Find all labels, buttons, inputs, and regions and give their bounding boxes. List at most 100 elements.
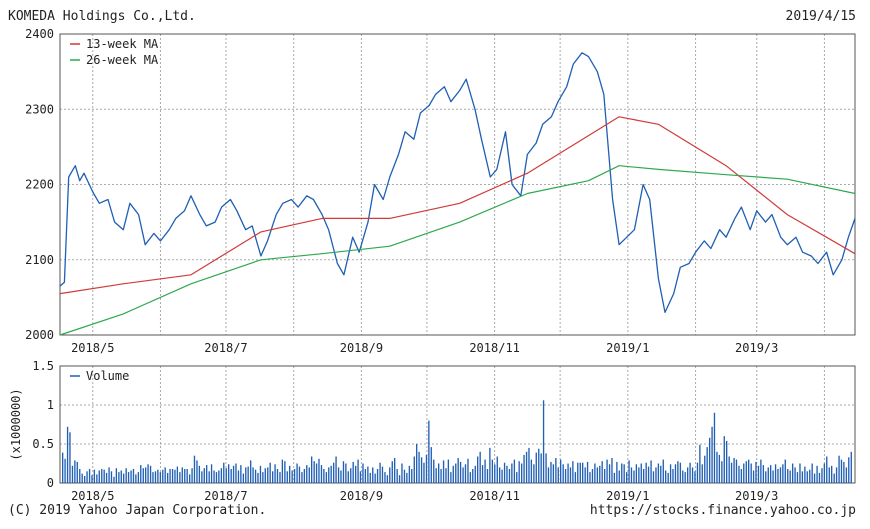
volume-bar [716, 451, 718, 483]
company-name: KOMEDA Holdings Co.,Ltd. [8, 9, 196, 24]
volume-y-tick-label: 1.5 [32, 359, 54, 373]
volume-bar [240, 465, 242, 483]
source-url[interactable]: https://stocks.finance.yahoo.co.jp [589, 503, 856, 518]
volume-bar [381, 466, 384, 483]
volume-bar [833, 473, 835, 483]
volume-bar [660, 465, 662, 483]
volume-bar [706, 447, 708, 483]
volume-bar [726, 440, 728, 483]
volume-bar [489, 447, 491, 483]
volume-bar [208, 471, 210, 483]
volume-bar [831, 465, 833, 483]
volume-bar [352, 461, 354, 483]
volume-bar [337, 467, 340, 483]
volume-bar [164, 467, 166, 483]
volume-bar [179, 472, 181, 483]
volume-bar [137, 472, 140, 483]
volume-y-tick-label: 0 [47, 476, 54, 490]
volume-bar [313, 461, 315, 483]
price-frame [59, 33, 856, 336]
volume-bar [274, 464, 276, 483]
volume-bar [711, 426, 713, 483]
volume-bar [416, 444, 418, 483]
volume-bar [838, 455, 840, 483]
volume-bar [621, 463, 623, 483]
volume-bar [64, 458, 66, 483]
volume-bar [738, 465, 740, 483]
volume-bar [630, 467, 633, 483]
volume-bar [398, 475, 401, 483]
volume-bar [264, 468, 266, 483]
volume-bar [93, 469, 96, 483]
volume-bar [198, 465, 201, 483]
volume-bar [76, 461, 78, 483]
volume-bar [591, 469, 594, 483]
volume-bar [477, 456, 479, 483]
volume-bar [445, 468, 447, 483]
volume-x-tick-label: 2018/5 [71, 489, 114, 503]
price-y-tick-label: 2100 [25, 253, 54, 267]
volume-bar [132, 469, 135, 483]
volume-bar [564, 469, 567, 483]
volume-bar [408, 465, 411, 483]
volume-bar [62, 452, 64, 483]
volume-bar [540, 453, 542, 483]
volume-bar [269, 462, 271, 483]
volume-bar [176, 466, 179, 483]
volume-bar [633, 470, 635, 483]
volume-bar [733, 458, 735, 483]
volume-bar [88, 469, 91, 483]
volume-bar [679, 462, 682, 483]
volume-bar [376, 469, 379, 483]
volume-bar [525, 451, 528, 483]
volume-bar [516, 472, 518, 483]
volume-bar [364, 469, 367, 483]
volume-bar [599, 465, 601, 483]
volume-bar [374, 473, 376, 483]
volume-bar [721, 461, 723, 483]
volume-bar [530, 459, 533, 483]
volume-bar [345, 463, 347, 483]
volume-bar [469, 472, 472, 483]
volume-bar [228, 464, 230, 483]
volume-bar [577, 462, 579, 483]
volume-bar [757, 465, 760, 483]
volume-bar [511, 463, 513, 483]
volume-bar [86, 471, 88, 483]
volume-bar [203, 468, 205, 483]
volume-bar [506, 465, 508, 483]
volume-bar [296, 463, 298, 483]
volume-bar [574, 472, 577, 483]
volume-bar [220, 468, 223, 483]
volume-bar [335, 456, 337, 483]
volume-bar [765, 471, 767, 483]
volume-bar [718, 454, 721, 483]
volume-bar [772, 470, 774, 483]
volume-bar [213, 470, 215, 483]
volume-bar [755, 461, 757, 483]
volume-bar [518, 461, 520, 483]
volume-bar [665, 470, 667, 483]
volume-bar [787, 469, 789, 483]
volume-bar [152, 472, 154, 483]
volume-bar [325, 472, 328, 483]
volume-bar [567, 463, 569, 483]
volume-bar [481, 465, 484, 483]
volume-bar [367, 466, 369, 483]
volume-bar [459, 461, 462, 483]
volume-bar [457, 458, 459, 483]
volume-bar [484, 459, 486, 483]
volume-bar [713, 412, 716, 483]
volume-bar [848, 457, 850, 483]
volume-bar [259, 465, 262, 483]
volume-bar [843, 461, 845, 483]
volume-bar [474, 465, 476, 483]
volume-bar [472, 469, 474, 483]
volume-bar [723, 436, 725, 483]
volume-bar [379, 462, 381, 483]
volume-bar [628, 460, 630, 483]
volume-bar [545, 453, 547, 483]
volume-bar [555, 458, 557, 483]
volume-bar [118, 472, 120, 483]
